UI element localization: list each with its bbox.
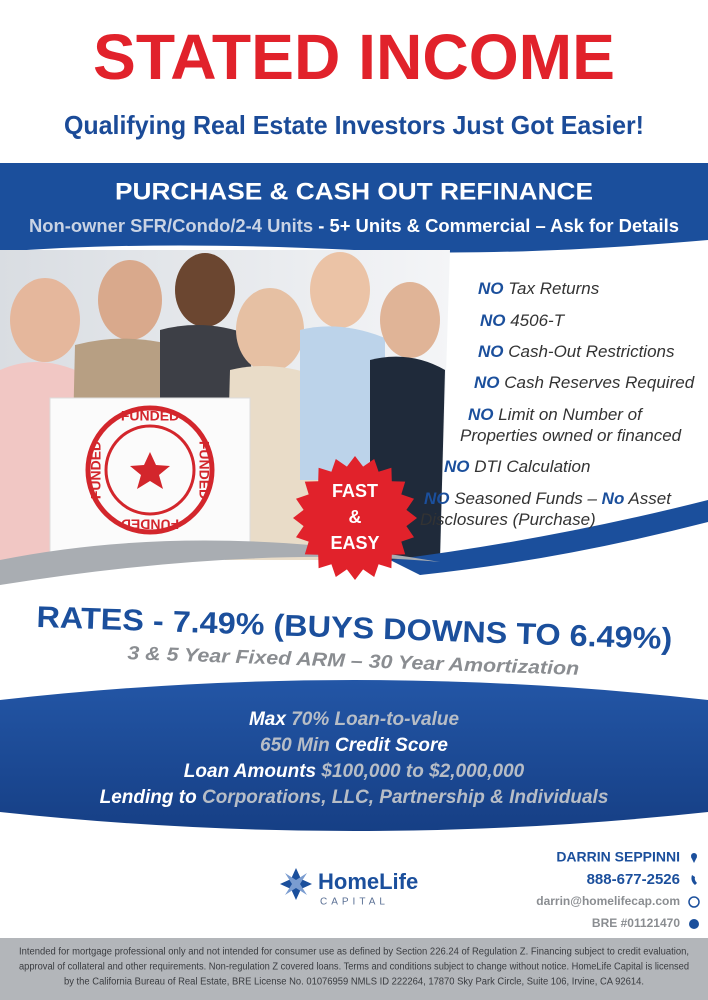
logo-tagline: CAPITAL (320, 897, 389, 908)
feature-line: NO Limit on Number of (468, 405, 644, 424)
contact-license: BRE #01121470 (592, 916, 680, 930)
feature-line: NO 4506-T (480, 311, 566, 330)
feature-line: NO Cash-Out Restrictions (478, 342, 675, 361)
banner-bg (0, 163, 708, 253)
feature-no: NO (468, 405, 494, 424)
feature-no: NO (478, 279, 504, 298)
feature-line: NO Tax Returns (478, 279, 600, 298)
feature-no: NO (424, 489, 450, 508)
badge-line: & (349, 507, 362, 527)
footer-line: approval of collateral and other require… (19, 962, 689, 973)
feature-text: Disclosures (Purchase) (420, 510, 596, 529)
terms-bg (0, 680, 708, 831)
feature-text: DTI Calculation (470, 457, 591, 476)
stamp-word: FUNDED (196, 441, 212, 499)
banner-subtitle-part: Non-owner SFR/Condo/2-4 Units (29, 216, 313, 236)
term-part: Corporations, LLC, Partnership & Individ… (197, 787, 609, 808)
term-line: Max 70% Loan-to-value (249, 709, 460, 730)
banner-subtitle-part: - 5+ Units & Commercial – Ask for Detail… (313, 216, 679, 236)
term-part: Lending to (100, 787, 197, 808)
contact-name: DARRIN SEPPINNI (556, 849, 680, 865)
feature-no: NO (478, 342, 504, 361)
feature-text: Asset (624, 489, 672, 508)
footer-bg (0, 938, 708, 1000)
badge-line: EASY (330, 533, 379, 553)
term-part: Credit Score (330, 735, 449, 756)
term-part: Max (249, 709, 291, 730)
feature-text: 4506-T (506, 311, 566, 330)
term-part: 70% Loan-to-value (291, 709, 459, 730)
contact-phone: 888-677-2526 (587, 871, 680, 888)
term-part: Loan Amounts (184, 761, 316, 782)
logo-name: HomeLife (318, 869, 418, 894)
feature-no: No (602, 489, 625, 508)
feature-no: NO (474, 373, 500, 392)
feature-line: NO Seasoned Funds – No Asset (424, 489, 672, 508)
banner-subtitle: Non-owner SFR/Condo/2-4 Units - 5+ Units… (29, 216, 679, 236)
feature-text: Tax Returns (504, 279, 600, 298)
term-line: 650 Min Credit Score (260, 735, 448, 756)
swoosh (390, 500, 708, 575)
term-part: 650 Min (260, 735, 330, 756)
feature-text: Limit on Number of (494, 405, 645, 424)
stamp-word: FUNDED (121, 516, 179, 532)
main-title: STATED INCOME (93, 21, 615, 93)
logo: HomeLife CAPITAL (280, 868, 418, 908)
footer-line: by the California Bureau of Real Estate,… (64, 977, 644, 988)
term-part: $100,000 to $2,000,000 (316, 761, 525, 782)
feature-line: NO Cash Reserves Required (474, 373, 695, 392)
badge-line: FAST (332, 481, 378, 501)
footer-line: Intended for mortgage professional only … (19, 947, 689, 958)
badge: FAST & EASY (293, 456, 417, 580)
feature-no: NO (480, 311, 506, 330)
contact-email: darrin@homelifecap.com (536, 894, 680, 908)
subtitle: Qualifying Real Estate Investors Just Go… (64, 110, 644, 140)
feature-text: Cash-Out Restrictions (504, 342, 675, 361)
banner-title: PURCHASE & CASH OUT REFINANCE (115, 178, 593, 205)
feature-line: NO DTI Calculation (444, 457, 590, 476)
feature-line: Disclosures (Purchase) (420, 510, 596, 529)
photo: FUNDED FUNDED FUNDED FUNDED (0, 250, 450, 560)
term-line: Lending to Corporations, LLC, Partnershi… (100, 787, 609, 808)
feature-text: Seasoned Funds – (450, 489, 602, 508)
term-line: Loan Amounts $100,000 to $2,000,000 (184, 761, 525, 782)
stamp-word: FUNDED (88, 441, 104, 499)
stamp-word: FUNDED (121, 408, 179, 424)
contact-icons (688, 853, 700, 929)
feature-no: NO (444, 457, 470, 476)
feature-line: Properties owned or financed (460, 426, 682, 445)
feature-text: Cash Reserves Required (500, 373, 695, 392)
feature-text: Properties owned or financed (460, 426, 682, 445)
